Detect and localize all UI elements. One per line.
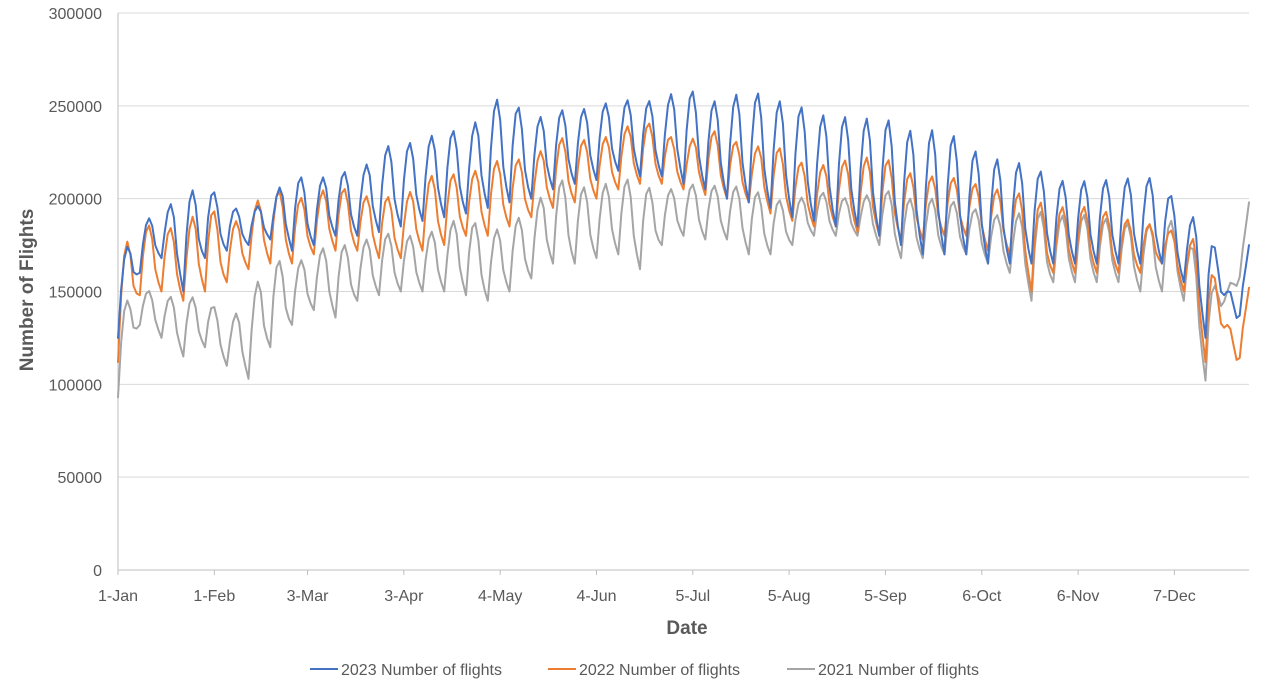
legend-item: 2023 Number of flights (310, 662, 502, 679)
y-axis-ticks: 0 50000 100000 150000 200000 250000 300000 (49, 6, 102, 580)
x-axis-ticks: 1-Jan 1-Feb 3-Mar 3-Apr 4-May 4-Jun 5-Jul 5-Aug… (98, 570, 1196, 605)
series-lines (117, 90, 1250, 399)
x-tick-label: 5-Aug (768, 588, 811, 605)
y-tick-label: 200000 (49, 192, 102, 209)
y-tick-label: 150000 (49, 285, 102, 302)
legend-label: 2022 Number of flights (579, 662, 740, 679)
series-line-1 (117, 122, 1250, 364)
y-tick-label: 250000 (49, 99, 102, 116)
x-tick-label: 5-Jul (675, 588, 710, 605)
x-tick-label: 7-Dec (1153, 588, 1196, 605)
x-tick-label: 5-Sep (864, 588, 907, 605)
x-tick-label: 4-May (478, 588, 522, 605)
x-tick-label: 1-Jan (98, 588, 138, 605)
legend-label: 2023 Number of flights (341, 662, 502, 679)
y-tick-label: 300000 (49, 6, 102, 23)
y-tick-label: 0 (93, 563, 102, 580)
series-line-2 (117, 178, 1250, 399)
x-tick-label: 4-Jun (576, 588, 616, 605)
legend-label: 2021 Number of flights (818, 662, 979, 679)
series-line-0 (117, 90, 1250, 339)
legend: 2023 Number of flights 2022 Number of fli… (310, 662, 979, 679)
y-tick-label: 50000 (58, 470, 103, 487)
x-tick-label: 3-Mar (287, 588, 329, 605)
x-axis-title: Date (666, 618, 707, 639)
y-axis-title: Number of Flights (17, 209, 38, 372)
y-tick-label: 100000 (49, 377, 102, 394)
legend-item: 2021 Number of flights (787, 662, 979, 679)
x-tick-label: 1-Feb (193, 588, 235, 605)
legend-item: 2022 Number of flights (548, 662, 740, 679)
x-tick-label: 3-Apr (384, 588, 424, 605)
x-tick-label: 6-Nov (1057, 588, 1100, 605)
x-tick-label: 6-Oct (962, 588, 1002, 605)
